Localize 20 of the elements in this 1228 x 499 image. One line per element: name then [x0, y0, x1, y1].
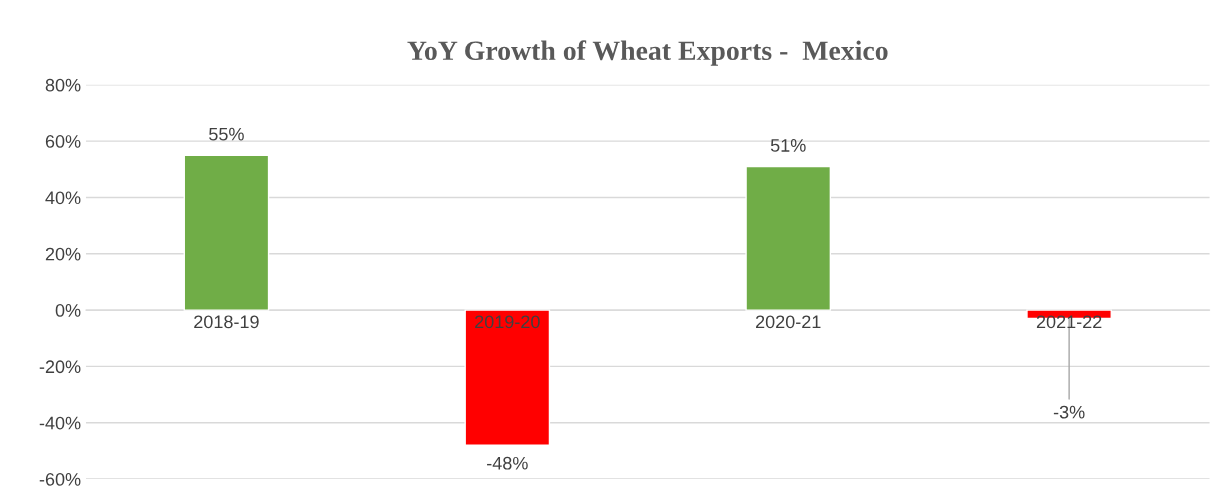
data-label: -3% [1053, 405, 1085, 419]
x-tick-label: 2019-20 [475, 315, 540, 329]
y-tick-label: -40% [39, 416, 81, 430]
data-label: -48% [487, 456, 528, 470]
bar [745, 165, 832, 311]
bar [183, 154, 270, 311]
x-tick-label: 2020-21 [756, 315, 821, 329]
bar [464, 309, 551, 446]
x-tick-label: 2018-19 [194, 315, 259, 329]
y-tick-label: 80% [45, 78, 81, 92]
y-tick-label: 20% [45, 247, 81, 261]
data-label: 55% [209, 127, 244, 141]
y-tick-label: -20% [39, 360, 81, 374]
chart-title: YoY Growth of Wheat Exports - Mexico [407, 40, 888, 66]
data-label: 51% [770, 139, 806, 152]
y-tick-label: 40% [45, 191, 81, 205]
y-tick-label: 60% [45, 135, 81, 148]
y-tick-label: -60% [39, 472, 81, 486]
y-tick-label: 0% [55, 304, 81, 317]
x-tick-label: 2021-22 [1036, 315, 1102, 329]
